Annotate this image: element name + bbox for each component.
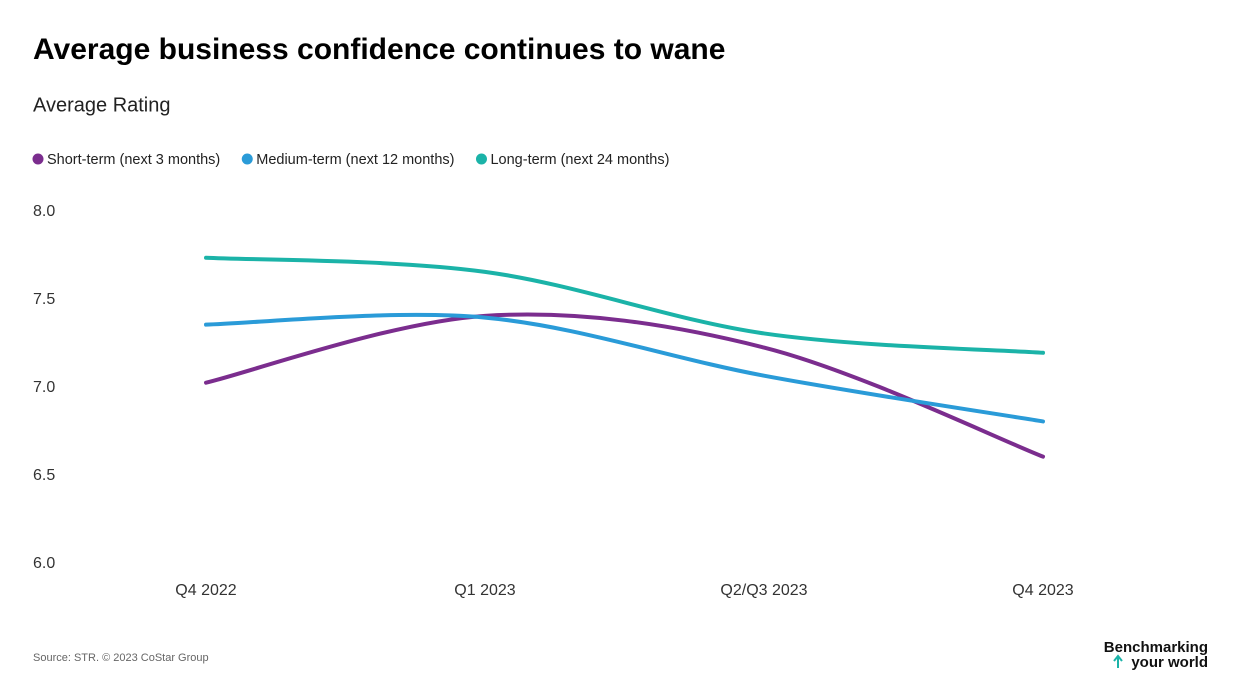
y-tick-label: 6.0 <box>33 555 55 572</box>
series-line <box>204 312 1045 424</box>
logo-line: Benchmarking <box>1104 639 1208 656</box>
series-line <box>204 312 1045 459</box>
logo-icon <box>1113 654 1123 668</box>
legend-swatch <box>32 153 44 165</box>
x-tick-label: Q1 2023 <box>454 582 515 599</box>
logo-line: your world <box>1131 654 1208 671</box>
series-line <box>204 255 1045 355</box>
y-tick-label: 7.0 <box>33 379 55 396</box>
legend-label: Short-term (next 3 months) <box>47 152 220 168</box>
legend-label: Long-term (next 24 months) <box>490 152 669 168</box>
x-tick-label: Q4 2023 <box>1012 582 1073 599</box>
x-tick-label: Q2/Q3 2023 <box>720 582 807 599</box>
legend-swatch <box>475 153 487 165</box>
chart-subtitle: Average Rating <box>33 94 171 116</box>
source: Source: STR. © 2023 CoStar Group <box>33 652 209 664</box>
y-tick-label: 6.5 <box>33 467 55 484</box>
y-tick-label: 8.0 <box>33 203 55 220</box>
chart-title: Average business confidence continues to… <box>33 33 725 66</box>
y-tick-label: 7.5 <box>33 291 55 308</box>
x-tick-label: Q4 2022 <box>175 582 236 599</box>
legend-label: Medium-term (next 12 months) <box>256 152 454 168</box>
legend-swatch <box>241 153 253 165</box>
